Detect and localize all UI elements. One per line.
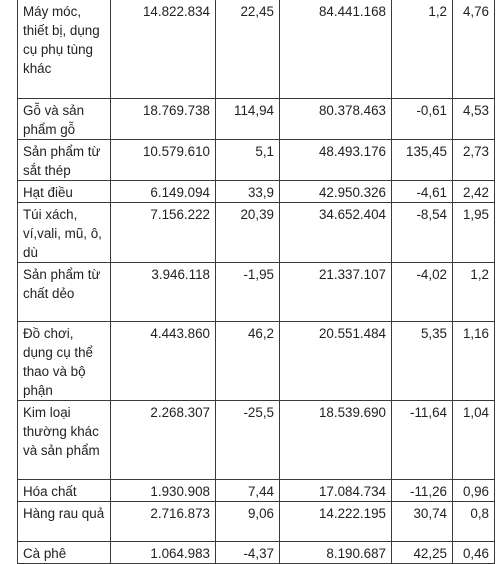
value-cell: 2.268.307 xyxy=(110,400,216,480)
cumulative-value-cell: 8.190.687 xyxy=(279,541,392,564)
product-name-cell: Sản phẩm từ chất dẻo xyxy=(17,262,111,322)
change-percent-cell: 46,2 xyxy=(215,321,280,401)
cumulative-change-cell: -0,61 xyxy=(391,98,453,140)
change-percent-cell: 114,94 xyxy=(215,98,280,140)
change-percent-cell: 7,44 xyxy=(215,479,280,502)
change-percent-cell: 5,1 xyxy=(215,139,280,181)
table-row: Gỗ và sản phẩm gỗ 18.769.738 114,94 80.3… xyxy=(17,98,495,140)
value-cell: 3.946.118 xyxy=(110,262,216,322)
value-cell: 1.064.983 xyxy=(110,541,216,564)
table-row: Sản phẩm từ chất dẻo 3.946.118 -1,95 21.… xyxy=(17,262,495,322)
value-cell: 1.930.908 xyxy=(110,479,216,502)
product-name-cell: Hàng rau quả xyxy=(17,501,111,542)
product-name-cell: Hạt điều xyxy=(17,180,111,203)
cumulative-value-cell: 18.539.690 xyxy=(279,400,392,480)
share-percent-cell: 0,8 xyxy=(452,501,495,542)
export-table: Máy móc, thiết bị, dụng cụ phụ tùng khác… xyxy=(17,0,495,564)
share-percent-cell: 1,2 xyxy=(452,262,495,322)
table-row: Hóa chất 1.930.908 7,44 17.084.734 -11,2… xyxy=(17,479,495,502)
share-percent-cell: 0,96 xyxy=(452,479,495,502)
product-name-cell: Sản phẩm từ sắt thép xyxy=(17,139,111,181)
cumulative-change-cell: 1,2 xyxy=(391,0,453,99)
table-row: Đồ chơi, dụng cụ thể thao và bộ phận 4.4… xyxy=(17,321,495,401)
change-percent-cell: 9,06 xyxy=(215,501,280,542)
cumulative-change-cell: -8,54 xyxy=(391,202,453,263)
cumulative-value-cell: 84.441.168 xyxy=(279,0,392,99)
change-percent-cell: 20,39 xyxy=(215,202,280,263)
product-name-cell: Máy móc, thiết bị, dụng cụ phụ tùng khác xyxy=(17,0,111,99)
cumulative-value-cell: 20.551.484 xyxy=(279,321,392,401)
value-cell: 6.149.094 xyxy=(110,180,216,203)
change-percent-cell: -25,5 xyxy=(215,400,280,480)
table-container: Máy móc, thiết bị, dụng cụ phụ tùng khác… xyxy=(17,0,495,564)
cumulative-change-cell: 135,45 xyxy=(391,139,453,181)
table-row: Kim loại thường khác và sản phẩm 2.268.3… xyxy=(17,400,495,480)
change-percent-cell: -4,37 xyxy=(215,541,280,564)
table-row: Sản phẩm từ sắt thép 10.579.610 5,1 48.4… xyxy=(17,139,495,181)
value-cell: 14.822.834 xyxy=(110,0,216,99)
cumulative-change-cell: -4,61 xyxy=(391,180,453,203)
cumulative-value-cell: 21.337.107 xyxy=(279,262,392,322)
product-name-cell: Gỗ và sản phẩm gỗ xyxy=(17,98,111,140)
table-row: Hàng rau quả 2.716.873 9,06 14.222.195 3… xyxy=(17,501,495,542)
cumulative-value-cell: 17.084.734 xyxy=(279,479,392,502)
value-cell: 18.769.738 xyxy=(110,98,216,140)
cumulative-value-cell: 48.493.176 xyxy=(279,139,392,181)
cumulative-change-cell: 5,35 xyxy=(391,321,453,401)
share-percent-cell: 0,46 xyxy=(452,541,495,564)
share-percent-cell: 2,73 xyxy=(452,139,495,181)
cumulative-change-cell: 30,74 xyxy=(391,501,453,542)
product-name-cell: Đồ chơi, dụng cụ thể thao và bộ phận xyxy=(17,321,111,401)
cumulative-value-cell: 80.378.463 xyxy=(279,98,392,140)
value-cell: 7.156.222 xyxy=(110,202,216,263)
product-name-cell: Cà phê xyxy=(17,541,111,564)
share-percent-cell: 1,95 xyxy=(452,202,495,263)
table-row: Hạt điều 6.149.094 33,9 42.950.326 -4,61… xyxy=(17,180,495,203)
product-name-cell: Hóa chất xyxy=(17,479,111,502)
cumulative-value-cell: 14.222.195 xyxy=(279,501,392,542)
value-cell: 2.716.873 xyxy=(110,501,216,542)
value-cell: 4.443.860 xyxy=(110,321,216,401)
cumulative-change-cell: -11,64 xyxy=(391,400,453,480)
change-percent-cell: -1,95 xyxy=(215,262,280,322)
share-percent-cell: 1,16 xyxy=(452,321,495,401)
cumulative-value-cell: 34.652.404 xyxy=(279,202,392,263)
share-percent-cell: 1,04 xyxy=(452,400,495,480)
cumulative-change-cell: 42,25 xyxy=(391,541,453,564)
value-cell: 10.579.610 xyxy=(110,139,216,181)
product-name-cell: Kim loại thường khác và sản phẩm xyxy=(17,400,111,480)
table-row: Túi xách, ví,vali, mũ, ô, dù 7.156.222 2… xyxy=(17,202,495,263)
share-percent-cell: 2,42 xyxy=(452,180,495,203)
change-percent-cell: 22,45 xyxy=(215,0,280,99)
product-name-cell: Túi xách, ví,vali, mũ, ô, dù xyxy=(17,202,111,263)
table-row: Cà phê 1.064.983 -4,37 8.190.687 42,25 0… xyxy=(17,541,495,564)
cumulative-change-cell: -11,26 xyxy=(391,479,453,502)
table-row: Máy móc, thiết bị, dụng cụ phụ tùng khác… xyxy=(17,0,495,99)
share-percent-cell: 4,53 xyxy=(452,98,495,140)
share-percent-cell: 4,76 xyxy=(452,0,495,99)
cumulative-change-cell: -4,02 xyxy=(391,262,453,322)
cumulative-value-cell: 42.950.326 xyxy=(279,180,392,203)
change-percent-cell: 33,9 xyxy=(215,180,280,203)
